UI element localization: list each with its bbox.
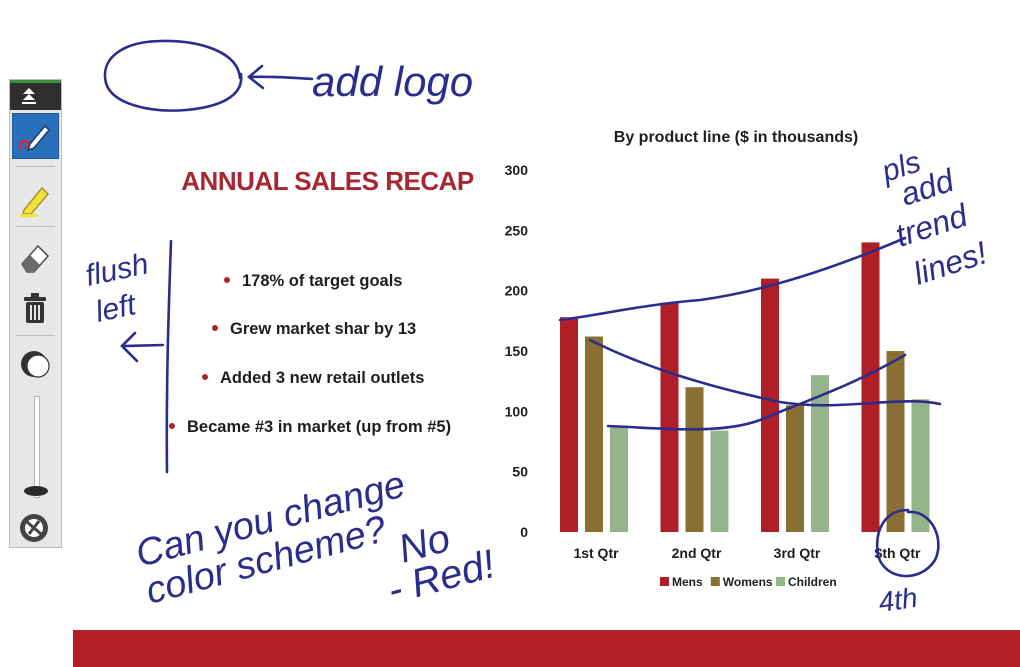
bar-mens-3 xyxy=(761,278,779,532)
note-red: - Red! xyxy=(383,542,500,613)
pen-size-slider-handle[interactable] xyxy=(24,486,48,496)
color-wheel-icon xyxy=(20,514,48,542)
separator xyxy=(16,335,55,336)
opacity-button[interactable] xyxy=(12,342,59,388)
logo-arrow xyxy=(246,64,314,90)
note-add-logo: add logo xyxy=(312,58,473,105)
bullet-item: Became #3 in market (up from #5) xyxy=(169,418,451,437)
y-tick-label: 200 xyxy=(505,283,529,299)
legend-label-children: Children xyxy=(788,575,837,589)
bullet-text: Grew market shar by 13 xyxy=(230,320,417,338)
footer-band xyxy=(73,630,1020,667)
separator xyxy=(16,166,55,167)
x-tick-label: 2nd Qtr xyxy=(672,545,722,561)
highlighter-tool-button[interactable] xyxy=(12,176,59,222)
legend-swatch-children xyxy=(776,577,785,586)
y-tick-label: 150 xyxy=(505,343,529,359)
pen-tool-button[interactable] xyxy=(12,113,59,159)
bar-womens-4 xyxy=(886,351,905,532)
eraser-icon xyxy=(21,244,50,273)
bar-womens-3 xyxy=(786,405,804,532)
opacity-icon xyxy=(21,351,50,378)
note-no: No xyxy=(394,516,455,572)
logo-circle-stroke xyxy=(103,39,243,112)
bar-chart: By product line ($ in thousands) 0 50 100 1… xyxy=(505,129,930,589)
bar-children-2 xyxy=(710,430,729,532)
trash-icon xyxy=(24,293,46,323)
bar-womens-2 xyxy=(685,387,704,532)
legend-swatch-mens xyxy=(660,577,669,586)
bullet-dot xyxy=(202,373,208,380)
bullet-dot xyxy=(224,276,230,283)
bullet-item: Grew market shar by 13 xyxy=(212,320,416,339)
note-flush: flush xyxy=(83,247,152,292)
x-tick-label: 1st Qtr xyxy=(573,545,619,561)
bar-children-4 xyxy=(911,399,930,532)
pen-size-slider[interactable] xyxy=(34,396,40,498)
bullet-item: Added 3 new retail outlets xyxy=(202,369,424,388)
bullet-dot xyxy=(212,324,218,331)
highlighter-icon xyxy=(20,186,50,217)
bar-children-1 xyxy=(610,425,628,532)
flush-left-arrow xyxy=(120,331,165,363)
bar-mens-1 xyxy=(560,317,578,532)
y-tick-label: 0 xyxy=(520,524,528,540)
bar-series xyxy=(560,242,930,532)
bar-mens-4 xyxy=(861,242,880,532)
note-color-scheme: color scheme? xyxy=(141,508,391,613)
slide-title: ANNUAL SALES RECAP xyxy=(181,166,474,196)
pen-icon xyxy=(18,124,51,152)
bar-womens-1 xyxy=(585,336,603,532)
legend-swatch-womens xyxy=(710,577,720,586)
bullet-item: 178% of target goals xyxy=(224,272,402,291)
collapse-icon xyxy=(22,88,36,104)
separator xyxy=(16,226,55,227)
chart-title: By product line ($ in thousands) xyxy=(614,129,858,146)
annotation-toolbar xyxy=(9,79,62,548)
bullet-dot xyxy=(169,422,175,429)
eraser-tool-button[interactable] xyxy=(12,234,59,280)
x-axis-ticks: 1st Qtr 2nd Qtr 3rd Qtr $th Qtr xyxy=(573,545,921,561)
y-tick-label: 250 xyxy=(505,222,529,238)
bullet-text: Added 3 new retail outlets xyxy=(220,369,425,387)
y-tick-label: 100 xyxy=(505,403,529,419)
legend-label-womens: Womens xyxy=(723,575,773,589)
x-tick-label: 3rd Qtr xyxy=(774,545,821,561)
bullet-text: Became #3 in market (up from #5) xyxy=(187,418,452,436)
y-axis-ticks: 0 50 100 150 200 250 300 xyxy=(505,162,529,540)
flush-left-bracket xyxy=(165,239,173,474)
y-tick-label: 300 xyxy=(505,162,529,178)
legend-label-mens: Mens xyxy=(672,575,703,589)
color-picker-button[interactable] xyxy=(12,508,59,554)
clear-all-button[interactable] xyxy=(12,285,59,331)
y-tick-label: 50 xyxy=(512,464,528,480)
bar-children-3 xyxy=(811,375,829,532)
chart-legend: Mens Womens Children xyxy=(660,575,837,589)
collapse-toolbar-button[interactable] xyxy=(10,80,61,110)
note-left: left xyxy=(93,288,141,329)
note-change-colors: Can you change xyxy=(131,463,409,575)
bullet-text: 178% of target goals xyxy=(242,272,403,290)
bar-mens-2 xyxy=(660,302,679,532)
x-tick-label: $th Qtr xyxy=(875,545,921,561)
